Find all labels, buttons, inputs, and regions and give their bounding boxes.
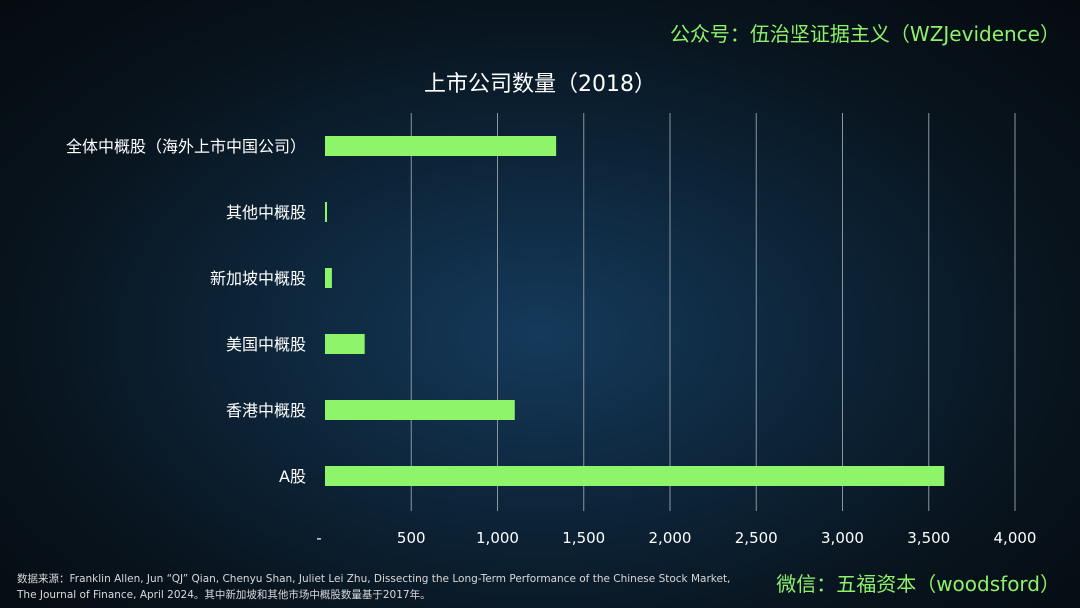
- chart-title: 上市公司数量（2018）: [424, 72, 656, 97]
- footer-watermark: 微信：五福资本（woodsford）: [776, 572, 1060, 596]
- x-tick-label: 1,000: [476, 529, 519, 547]
- source-line-1: 数据来源：Franklin Allen, Jun “QJ” Qian, Chen…: [17, 573, 731, 585]
- footer-source: 数据来源：Franklin Allen, Jun “QJ” Qian, Chen…: [17, 571, 777, 603]
- x-tick-label: 2,000: [649, 529, 692, 547]
- x-tick-label: 3,000: [821, 529, 864, 547]
- bar: [325, 268, 332, 288]
- category-label: A股: [279, 467, 306, 486]
- bar: [325, 136, 557, 156]
- x-axis-tick-labels: - 500 1,000 1,500 2,000 2,500 3,000 3,500 4,000: [316, 529, 1036, 547]
- header-watermark: 公众号：伍治坚证据主义（WZJevidence）: [669, 22, 1060, 46]
- bar: [325, 400, 515, 420]
- x-tick-label: 500: [397, 529, 426, 547]
- category-label: 香港中概股: [226, 401, 306, 420]
- x-tick-label: 4,000: [994, 529, 1037, 547]
- x-tick-label: 3,500: [907, 529, 950, 547]
- category-label: 美国中概股: [226, 335, 306, 354]
- x-tick-label: 2,500: [735, 529, 778, 547]
- bar: [325, 466, 945, 486]
- bars: [325, 136, 945, 486]
- x-tick-label: -: [316, 529, 321, 547]
- source-line-2: The Journal of Finance, April 2024。其中新加坡…: [17, 589, 431, 601]
- bar: [325, 202, 327, 222]
- grid-lines: [410, 113, 1016, 511]
- x-tick-label: 1,500: [562, 529, 605, 547]
- category-label: 全体中概股（海外上市中国公司）: [66, 137, 306, 156]
- category-label: 新加坡中概股: [210, 269, 306, 288]
- bar: [325, 334, 365, 354]
- category-label: 其他中概股: [226, 203, 306, 222]
